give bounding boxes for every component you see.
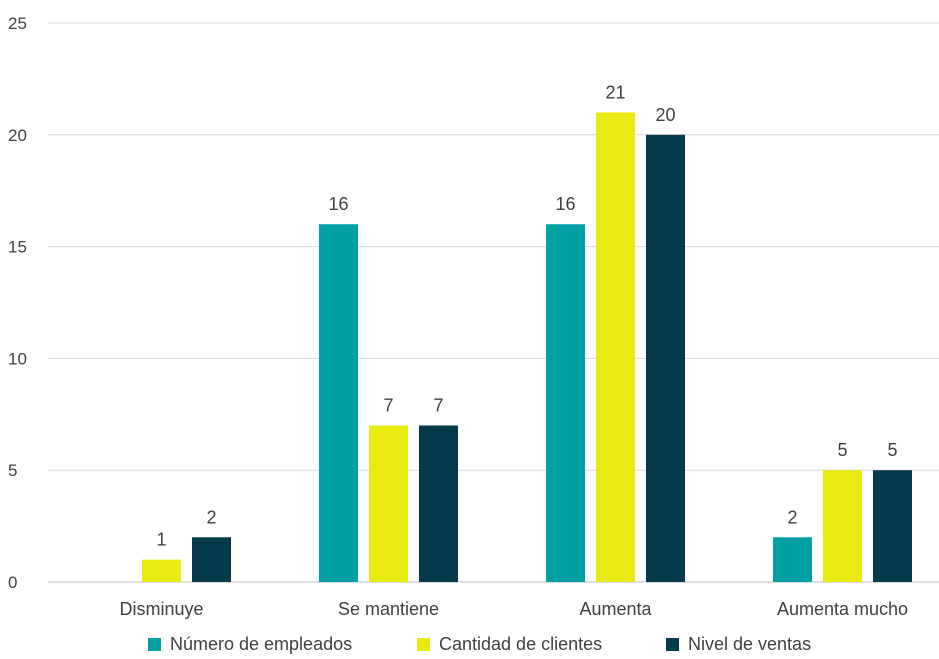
bar [192, 537, 231, 582]
y-tick-label: 5 [8, 461, 17, 480]
x-axis-categories: Disminuye Se mantiene Aumenta Aumenta mucho [119, 599, 908, 619]
legend-item: Número de empleados [148, 634, 352, 654]
data-label: 5 [887, 440, 897, 460]
data-label: 2 [206, 507, 216, 527]
gridlines [48, 22, 939, 583]
bars [142, 112, 912, 583]
bar [646, 134, 685, 583]
legend-swatch [148, 638, 161, 651]
legend-swatch [666, 638, 679, 651]
y-tick-label: 0 [8, 573, 17, 592]
x-tick-label: Disminuye [119, 599, 203, 619]
bar [596, 112, 635, 582]
legend-label: Número de empleados [170, 634, 352, 654]
y-tick-label: 20 [8, 126, 27, 145]
data-label: 21 [605, 82, 625, 102]
bar [823, 470, 862, 582]
legend-label: Cantidad de clientes [439, 634, 602, 654]
bar [419, 425, 458, 582]
data-label: 16 [555, 194, 575, 214]
y-tick-label: 15 [8, 238, 27, 257]
legend-swatch [417, 638, 430, 651]
data-label: 16 [328, 194, 348, 214]
legend-item: Nivel de ventas [666, 634, 811, 654]
bar [773, 537, 812, 582]
data-label: 20 [655, 105, 675, 125]
x-tick-label: Se mantiene [338, 599, 439, 619]
y-tick-label: 25 [8, 14, 27, 33]
x-tick-label: Aumenta [579, 599, 652, 619]
y-axis-ticks: 0 5 10 15 20 25 [8, 14, 27, 592]
legend-label: Nivel de ventas [688, 634, 811, 654]
data-label: 7 [433, 395, 443, 415]
y-tick-label: 10 [8, 349, 27, 368]
data-label: 5 [837, 440, 847, 460]
data-labels: 1 2 16 7 7 16 21 20 2 5 5 [156, 82, 897, 549]
bar [873, 470, 912, 582]
data-label: 1 [156, 530, 166, 550]
bar [369, 425, 408, 582]
bar [546, 224, 585, 583]
bar [319, 224, 358, 583]
data-label: 7 [383, 395, 393, 415]
legend-item: Cantidad de clientes [417, 634, 602, 654]
bar [142, 559, 181, 582]
data-label: 2 [787, 507, 797, 527]
legend: Número de empleados Cantidad de clientes N… [148, 634, 811, 654]
x-tick-label: Aumenta mucho [777, 599, 908, 619]
